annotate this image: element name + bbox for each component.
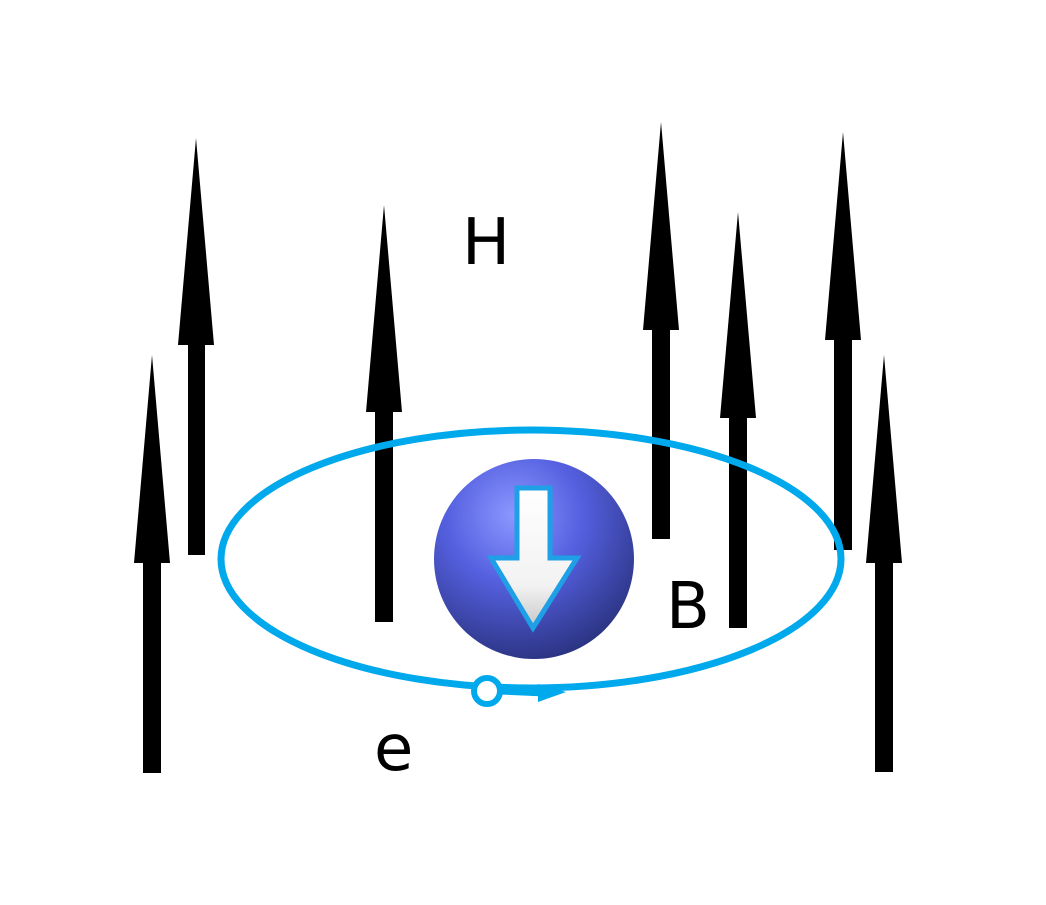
field-arrow-4 — [720, 212, 756, 628]
field-arrow-5 — [825, 132, 861, 550]
field-arrow-2 — [366, 205, 402, 622]
down-arrow-icon — [486, 485, 582, 633]
electron-orbit — [217, 426, 845, 692]
field-arrow-7 — [866, 355, 902, 772]
electron-marker — [471, 675, 503, 707]
electron-direction-arrow — [499, 684, 566, 702]
field-arrow-1 — [178, 138, 214, 555]
field-arrow-6 — [134, 355, 170, 773]
label-h: H — [462, 206, 510, 280]
field-arrow-3 — [643, 122, 679, 539]
label-b: B — [666, 570, 710, 644]
label-e: e — [374, 712, 413, 786]
